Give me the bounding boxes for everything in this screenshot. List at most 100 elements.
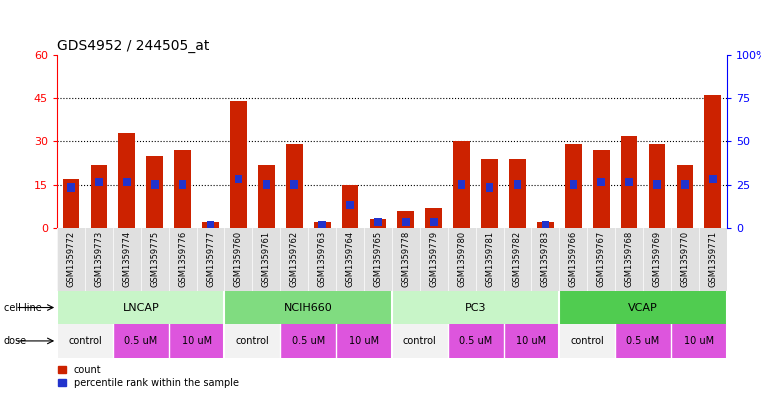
- Bar: [57, 291, 224, 324]
- Text: 10 uM: 10 uM: [349, 336, 379, 346]
- Bar: [207, 221, 215, 230]
- Text: 0.5 uM: 0.5 uM: [124, 336, 158, 346]
- Text: GSM1359781: GSM1359781: [485, 231, 494, 287]
- Text: GSM1359777: GSM1359777: [206, 231, 215, 287]
- Text: GSM1359772: GSM1359772: [66, 231, 75, 287]
- Bar: [514, 180, 521, 189]
- Text: GSM1359765: GSM1359765: [374, 231, 383, 287]
- Bar: [677, 165, 693, 228]
- Text: GSM1359762: GSM1359762: [290, 231, 299, 287]
- Bar: [202, 222, 219, 228]
- Bar: [280, 324, 336, 358]
- Bar: [597, 178, 605, 186]
- Bar: [370, 219, 387, 228]
- Text: GSM1359780: GSM1359780: [457, 231, 466, 287]
- Bar: [653, 180, 661, 189]
- Bar: [430, 218, 438, 226]
- Bar: [615, 324, 671, 358]
- Bar: [286, 144, 303, 228]
- Bar: [447, 324, 504, 358]
- Text: GSM1359771: GSM1359771: [708, 231, 718, 287]
- Text: PC3: PC3: [465, 303, 486, 312]
- Text: 10 uM: 10 uM: [684, 336, 714, 346]
- Text: NCIH660: NCIH660: [284, 303, 333, 312]
- Bar: [91, 165, 107, 228]
- Text: 10 uM: 10 uM: [517, 336, 546, 346]
- Bar: [671, 324, 727, 358]
- Bar: [458, 180, 466, 189]
- Bar: [402, 218, 409, 226]
- Bar: [709, 174, 717, 183]
- Bar: [224, 291, 392, 324]
- Text: LNCAP: LNCAP: [123, 303, 159, 312]
- Text: 10 uM: 10 uM: [182, 336, 212, 346]
- Bar: [179, 180, 186, 189]
- Bar: [113, 324, 169, 358]
- Text: VCAP: VCAP: [628, 303, 658, 312]
- Bar: [559, 291, 727, 324]
- Bar: [504, 324, 559, 358]
- Bar: [169, 324, 224, 358]
- Bar: [346, 200, 354, 209]
- Text: control: control: [68, 336, 102, 346]
- Bar: [565, 144, 581, 228]
- Bar: [569, 180, 577, 189]
- Bar: [151, 180, 158, 189]
- Text: cell line: cell line: [4, 303, 42, 312]
- Bar: [291, 180, 298, 189]
- Text: dose: dose: [4, 336, 27, 346]
- Text: GSM1359778: GSM1359778: [401, 231, 410, 287]
- Text: GSM1359779: GSM1359779: [429, 231, 438, 287]
- Bar: [705, 95, 721, 228]
- Bar: [62, 179, 79, 228]
- Bar: [263, 180, 270, 189]
- Text: control: control: [403, 336, 437, 346]
- Bar: [95, 178, 103, 186]
- Bar: [621, 136, 638, 228]
- Text: GSM1359766: GSM1359766: [568, 231, 578, 287]
- Bar: [626, 178, 633, 186]
- Bar: [648, 144, 665, 228]
- Bar: [123, 178, 131, 186]
- Bar: [542, 221, 549, 230]
- Text: control: control: [570, 336, 604, 346]
- Text: GSM1359774: GSM1359774: [123, 231, 132, 287]
- Text: GDS4952 / 244505_at: GDS4952 / 244505_at: [57, 39, 209, 53]
- Text: GSM1359767: GSM1359767: [597, 231, 606, 287]
- Bar: [258, 165, 275, 228]
- Text: GSM1359761: GSM1359761: [262, 231, 271, 287]
- Text: 0.5 uM: 0.5 uM: [291, 336, 325, 346]
- Text: GSM1359770: GSM1359770: [680, 231, 689, 287]
- Text: GSM1359769: GSM1359769: [652, 231, 661, 287]
- Bar: [342, 185, 358, 228]
- Bar: [314, 222, 330, 228]
- Bar: [230, 101, 247, 228]
- Text: GSM1359775: GSM1359775: [150, 231, 159, 287]
- Bar: [593, 150, 610, 228]
- Bar: [174, 150, 191, 228]
- Bar: [392, 291, 559, 324]
- Bar: [486, 183, 493, 192]
- Text: GSM1359768: GSM1359768: [625, 231, 634, 287]
- Text: control: control: [235, 336, 269, 346]
- Text: GSM1359776: GSM1359776: [178, 231, 187, 287]
- Text: GSM1359783: GSM1359783: [541, 231, 550, 287]
- Bar: [234, 174, 242, 183]
- Bar: [397, 211, 414, 228]
- Bar: [481, 159, 498, 228]
- Bar: [119, 133, 135, 228]
- Bar: [392, 324, 447, 358]
- Bar: [454, 141, 470, 228]
- Text: 0.5 uM: 0.5 uM: [626, 336, 660, 346]
- Bar: [425, 208, 442, 228]
- Text: GSM1359773: GSM1359773: [94, 231, 103, 287]
- Bar: [374, 218, 382, 226]
- Text: GSM1359764: GSM1359764: [345, 231, 355, 287]
- Text: GSM1359763: GSM1359763: [317, 231, 326, 287]
- Text: 0.5 uM: 0.5 uM: [459, 336, 492, 346]
- Bar: [224, 324, 280, 358]
- Bar: [57, 324, 113, 358]
- Text: GSM1359782: GSM1359782: [513, 231, 522, 287]
- Bar: [509, 159, 526, 228]
- Bar: [318, 221, 326, 230]
